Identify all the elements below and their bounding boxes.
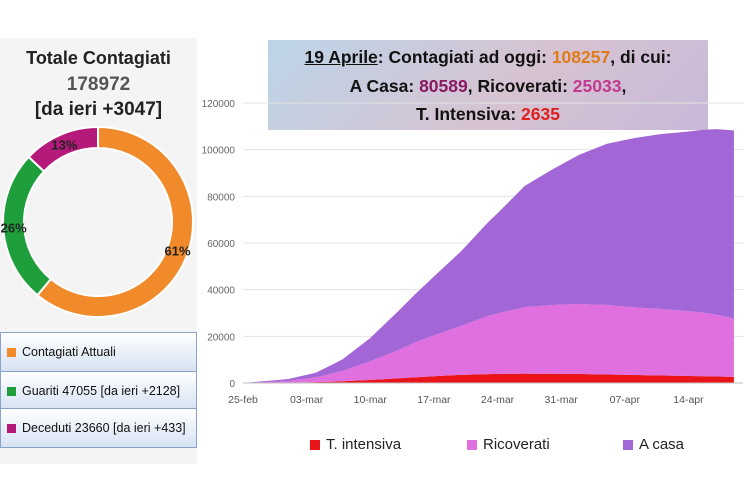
area-chart: 0 20000 40000 60000 80000 100000 120000 25-feb 0… (202, 99, 743, 406)
x-tick-label: 25-feb (228, 394, 258, 406)
chart-legend-label-ricoverati: Ricoverati (483, 436, 550, 453)
summary-banner: 19 Aprile: Contagiati ad oggi: 108257, d… (268, 40, 708, 130)
area-series-0 (243, 373, 734, 383)
x-tick-label: 03-mar (290, 394, 324, 406)
y-tick-label: 20000 (207, 332, 235, 343)
legend-swatch-guariti (7, 386, 16, 396)
area-series-1 (243, 304, 734, 383)
legend-swatch-deceduti (7, 423, 16, 433)
banner-line-2: A Casa: 80589, Ricoverati: 25033, (268, 76, 708, 97)
y-tick-label: 0 (229, 379, 235, 390)
banner-l1-text: : Contagiati ad oggi: (377, 47, 552, 67)
legend-box-deceduti: Deceduti 23660 [da ieri +433] (0, 408, 197, 448)
y-tick-label: 100000 (202, 146, 236, 157)
legend-swatch-contagiati (7, 347, 16, 357)
totals-number: 178972 (66, 74, 131, 95)
totals-title: Totale Contagiati (26, 48, 171, 68)
y-tick-label: 40000 (207, 286, 235, 297)
banner-ricov-tail: , (621, 76, 627, 96)
legend-box-contagiati: Contagiati Attuali (0, 332, 197, 372)
y-tick-label: 80000 (207, 192, 235, 203)
chart-legend-swatch-ricoverati (467, 439, 477, 450)
x-tick-label: 07-apr (610, 394, 641, 406)
chart-legend-label-acasa: A casa (639, 436, 685, 453)
donut-label-0: 61% (164, 244, 190, 259)
x-tick-label: 17-mar (417, 394, 451, 406)
donut-label-2: 13% (51, 137, 77, 152)
banner-casa-value: 80589 (419, 76, 468, 96)
x-tick-label: 24-mar (481, 394, 515, 406)
legend-text-contagiati: Contagiati Attuali (22, 345, 116, 359)
chart-legend-swatch-acasa (623, 439, 633, 450)
legend-box-guariti: Guariti 47055 [da ieri +2128] (0, 371, 197, 411)
banner-ricov-label: , Ricoverati: (467, 76, 573, 96)
chart-legend-label-intensiva: T. intensiva (326, 436, 402, 453)
chart-legend-swatch-intensiva (310, 439, 320, 450)
chart-legend-item-ricoverati: Ricoverati (467, 436, 550, 453)
banner-line-1: 19 Aprile: Contagiati ad oggi: 108257, d… (268, 47, 708, 68)
donut-slice-0 (36, 125, 194, 318)
chart-legend-item-intensiva: T. intensiva (310, 436, 401, 453)
totals-delta: [da ieri +3047] (34, 99, 163, 120)
x-tick-label: 14-apr (673, 394, 704, 406)
x-tick-label: 31-mar (545, 394, 579, 406)
legend-text-deceduti: Deceduti 23660 [da ieri +433] (22, 421, 186, 435)
banner-total-value: 108257 (551, 47, 611, 67)
donut-chart: 61% 26% 13% (1, 125, 194, 318)
donut-slice-2 (27, 125, 99, 173)
y-tick-label: 60000 (207, 239, 235, 250)
banner-ti-value: 2635 (521, 104, 560, 124)
banner-ti-label: T. Intensiva: (416, 104, 522, 124)
y-tick-label: 120000 (202, 99, 236, 110)
chart-legend: T. intensiva Ricoverati A casa (310, 436, 740, 456)
banner-line-3: T. Intensiva: 2635 (268, 104, 708, 125)
donut-label-1: 26% (1, 220, 27, 235)
banner-casa-label: A Casa: (349, 76, 420, 96)
banner-ricov-value: 25033 (572, 76, 622, 96)
legend-text-guariti: Guariti 47055 [da ieri +2128] (22, 384, 181, 398)
area-series-2 (243, 129, 734, 383)
x-tick-label: 10-mar (354, 394, 388, 406)
banner-date: 19 Aprile (304, 47, 378, 67)
banner-l1-tail: , di cui: (610, 47, 672, 67)
chart-legend-item-acasa: A casa (623, 436, 684, 453)
